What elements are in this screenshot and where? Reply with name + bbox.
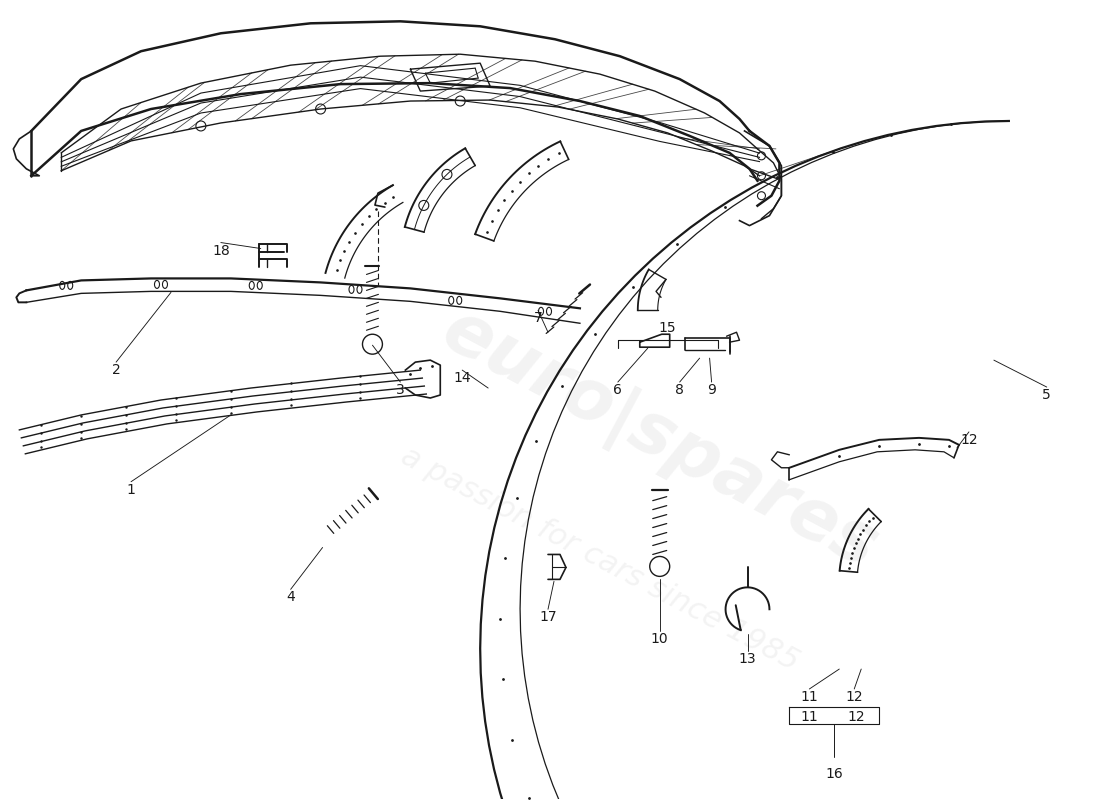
Text: 12: 12 — [960, 433, 978, 447]
Text: 9: 9 — [707, 383, 716, 397]
Text: 3: 3 — [396, 383, 405, 397]
Text: 18: 18 — [212, 243, 230, 258]
Text: 11: 11 — [801, 710, 818, 724]
Text: 2: 2 — [112, 363, 121, 377]
Text: 12: 12 — [847, 710, 865, 724]
Text: 6: 6 — [614, 383, 623, 397]
Text: 8: 8 — [675, 383, 684, 397]
Text: 12: 12 — [846, 690, 864, 704]
Text: 11: 11 — [801, 690, 818, 704]
Text: 1: 1 — [126, 482, 135, 497]
Text: a passion for cars since 1985: a passion for cars since 1985 — [396, 442, 804, 677]
Text: 10: 10 — [651, 632, 669, 646]
Text: 5: 5 — [1043, 388, 1052, 402]
Text: 15: 15 — [659, 322, 676, 335]
Text: 17: 17 — [539, 610, 557, 624]
Text: 14: 14 — [453, 371, 471, 385]
Text: 16: 16 — [825, 766, 844, 781]
Text: 7: 7 — [534, 311, 542, 326]
Text: 4: 4 — [286, 590, 295, 604]
Text: 13: 13 — [739, 652, 757, 666]
Text: euro|spares: euro|spares — [430, 295, 890, 585]
